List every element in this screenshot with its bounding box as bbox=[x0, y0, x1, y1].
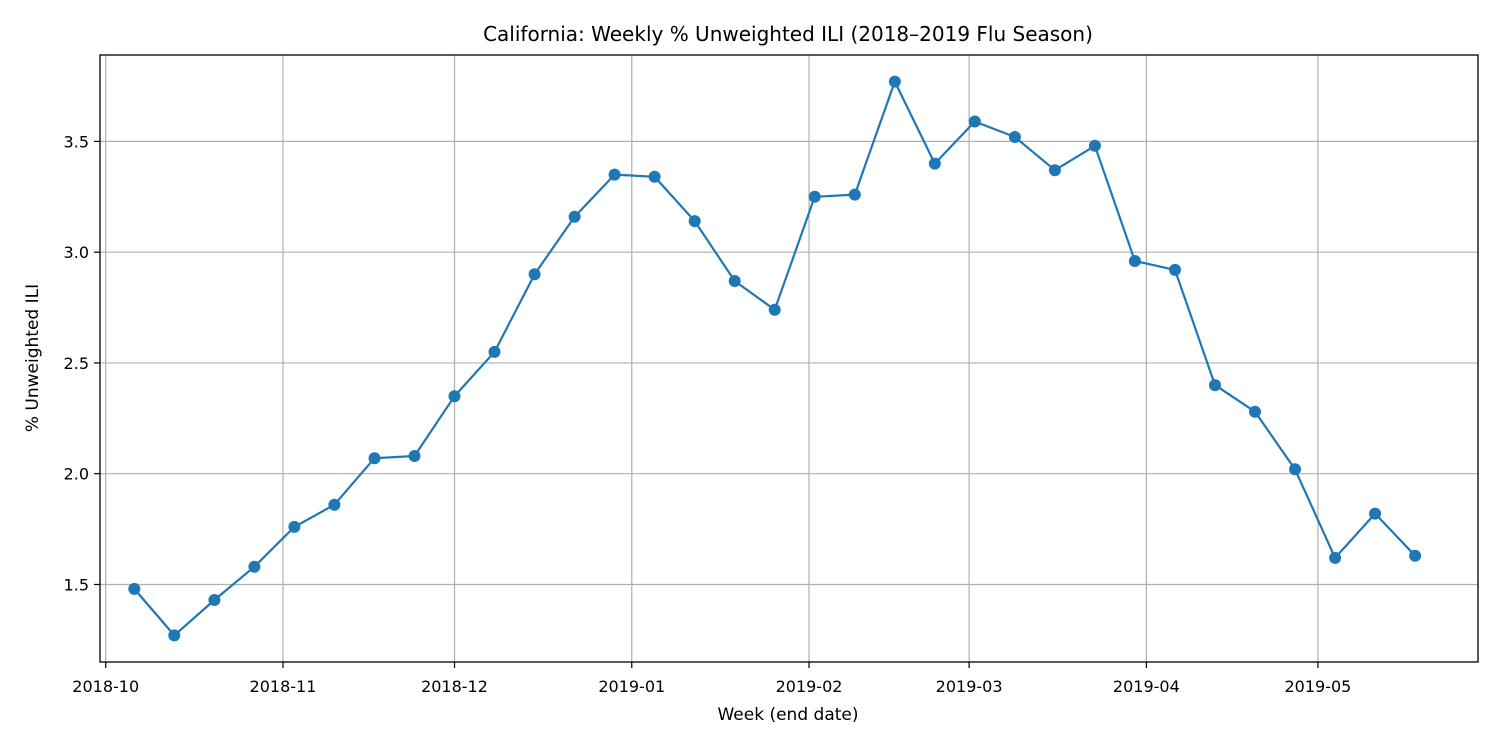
data-point bbox=[1048, 164, 1061, 177]
data-point bbox=[1369, 507, 1382, 520]
y-tick-label: 1.5 bbox=[64, 575, 89, 594]
data-point bbox=[528, 268, 541, 281]
data-point bbox=[128, 582, 141, 595]
plot-frame bbox=[99, 54, 1479, 663]
x-tick-label: 2019-01 bbox=[598, 677, 665, 696]
y-tick-label: 2.5 bbox=[64, 354, 89, 373]
data-point bbox=[1289, 463, 1301, 476]
data-point bbox=[1169, 263, 1181, 276]
y-axis-label: % Unweighted ILI bbox=[23, 284, 43, 432]
data-point bbox=[408, 450, 421, 462]
y-tick-label: 3.0 bbox=[64, 243, 89, 262]
data-point bbox=[328, 498, 341, 511]
data-point bbox=[1249, 405, 1261, 418]
data-point bbox=[608, 168, 621, 181]
data-point bbox=[288, 520, 301, 533]
data-point bbox=[1088, 139, 1101, 152]
data-point bbox=[1128, 255, 1141, 267]
data-point bbox=[368, 452, 381, 465]
data-point bbox=[248, 560, 261, 573]
data-point bbox=[848, 188, 861, 201]
x-tick-label: 2018-10 bbox=[72, 677, 139, 696]
y-tick-label: 2.0 bbox=[64, 465, 89, 484]
series-layer bbox=[128, 75, 1422, 642]
data-point bbox=[768, 303, 781, 316]
data-point bbox=[1008, 131, 1021, 143]
y-tick-label: 3.5 bbox=[64, 132, 89, 151]
x-axis-label: Week (end date) bbox=[717, 705, 858, 725]
x-tick-label: 2019-02 bbox=[776, 677, 843, 696]
data-point bbox=[648, 170, 661, 183]
grid-layer bbox=[100, 55, 1478, 662]
data-point bbox=[888, 75, 901, 88]
x-tick-label: 2019-05 bbox=[1284, 677, 1351, 696]
data-point bbox=[1409, 549, 1422, 562]
data-point bbox=[1329, 551, 1342, 564]
x-tick-label: 2018-11 bbox=[250, 677, 317, 696]
x-tick-label: 2019-04 bbox=[1113, 677, 1180, 696]
data-point bbox=[728, 275, 741, 287]
tick-layer: 2018-10 2018-11 2018-12 2019-01 2019-02 2019-… bbox=[64, 132, 1352, 696]
x-tick-label: 2018-12 bbox=[421, 677, 488, 696]
data-point bbox=[968, 115, 981, 128]
data-point bbox=[928, 157, 941, 170]
data-point bbox=[168, 629, 181, 642]
data-point bbox=[488, 345, 501, 358]
data-point bbox=[448, 390, 461, 403]
data-point bbox=[1209, 379, 1221, 392]
data-point bbox=[688, 215, 701, 228]
data-point bbox=[808, 190, 821, 203]
data-point bbox=[568, 210, 581, 223]
chart-title: California: Weekly % Unweighted ILI (201… bbox=[483, 22, 1093, 46]
data-point bbox=[208, 594, 221, 606]
x-tick-label: 2019-03 bbox=[936, 677, 1003, 696]
